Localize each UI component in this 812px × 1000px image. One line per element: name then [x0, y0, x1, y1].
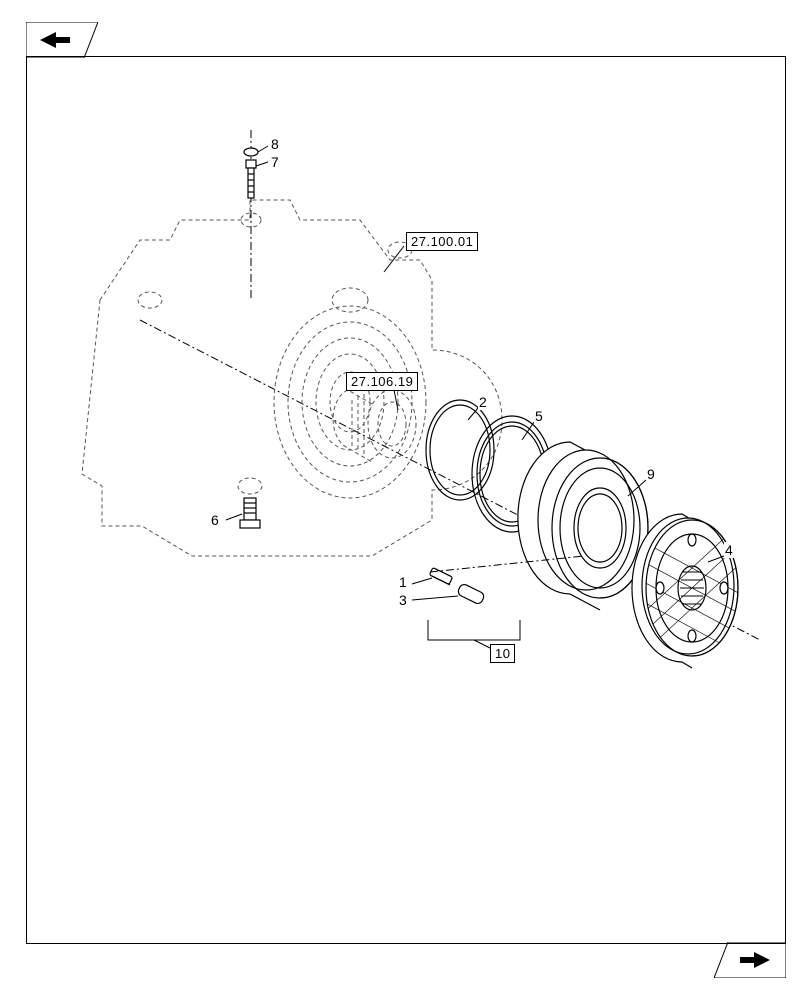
callout-5: 5 — [534, 408, 544, 424]
callout-9: 9 — [646, 466, 656, 482]
ref-housing: 27.100.01 — [406, 232, 478, 251]
ref-shaft: 27.106.19 — [346, 372, 418, 391]
callout-8: 8 — [270, 136, 280, 152]
callout-2: 2 — [478, 394, 488, 410]
callout-4: 4 — [724, 542, 734, 558]
callout-1: 1 — [398, 574, 408, 590]
ref-kit-10: 10 — [490, 644, 515, 663]
exploded-view — [0, 0, 812, 1000]
callout-3: 3 — [398, 592, 408, 608]
callout-7: 7 — [270, 154, 280, 170]
callout-6: 6 — [210, 512, 220, 528]
